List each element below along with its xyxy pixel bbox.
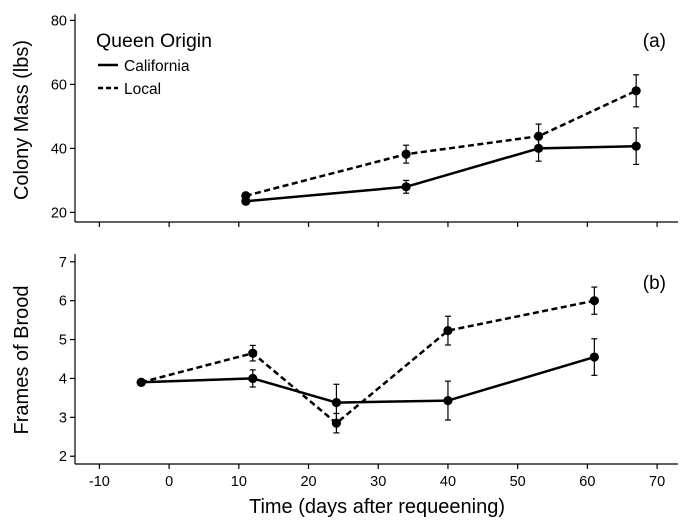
data-point-california-a [401,182,411,192]
panel-a-colony-mass: (a) Colony Mass (lbs) Queen Origin Calif… [11,13,678,227]
data-point-local-b [443,326,453,336]
x-tick-label: 60 [579,474,595,490]
data-point-local-a [533,131,544,141]
y-axis-title-b: Frames of Brood [11,286,33,435]
data-point-california-a [631,141,641,151]
legend-label-local: Local [124,81,161,98]
data-point-local-a [241,191,251,201]
data-point-local-b [331,418,342,428]
data-point-california-b [589,352,599,362]
data-point-california-b [331,397,342,408]
x-axis-title: Time (days after requeening) [249,496,505,518]
y-tick-label-a: 40 [51,141,67,157]
data-point-local-b [589,296,599,306]
panel-label-b: (b) [643,273,666,294]
legend-label-california: California [124,58,190,75]
legend-title: Queen Origin [96,30,212,52]
x-tick-label: 50 [510,474,526,490]
series-line-local-a [245,89,637,198]
legend: Queen Origin California Local [96,30,212,98]
data-point-local-b [248,348,258,358]
y-tick-label-a: 20 [51,205,67,221]
y-tick-label-b: 3 [59,410,67,426]
x-tick-label: 0 [165,474,173,490]
y-tick-label-b: 2 [59,449,67,465]
y-axis-title-a: Colony Mass (lbs) [11,40,33,200]
data-point-california-b [443,396,453,406]
y-tick-label-a: 60 [51,77,67,93]
panel-label-a: (a) [643,31,666,52]
y-tick-label-b: 5 [59,333,67,349]
data-point-local-a [401,149,411,159]
panel-b-frames-of-brood: (b) Frames of Brood Time (days after req… [11,254,678,518]
y-tick-label-a: 80 [51,13,67,29]
series-line-local-b [140,299,595,425]
data-point-california-b [248,373,258,384]
data-point-local-a [631,86,641,96]
x-tick-label: 30 [370,474,386,490]
x-tick-label: 70 [649,474,665,490]
y-tick-label-b: 6 [59,294,67,310]
x-tick-label: 40 [440,474,456,490]
series-line-california-a [245,144,637,203]
y-tick-label-b: 7 [59,255,67,271]
x-tick-label: 20 [300,474,316,490]
data-point-local-b [136,377,146,387]
x-tick-label: 10 [231,474,247,490]
y-tick-label-b: 4 [59,371,67,387]
x-tick-label: -10 [89,474,110,490]
